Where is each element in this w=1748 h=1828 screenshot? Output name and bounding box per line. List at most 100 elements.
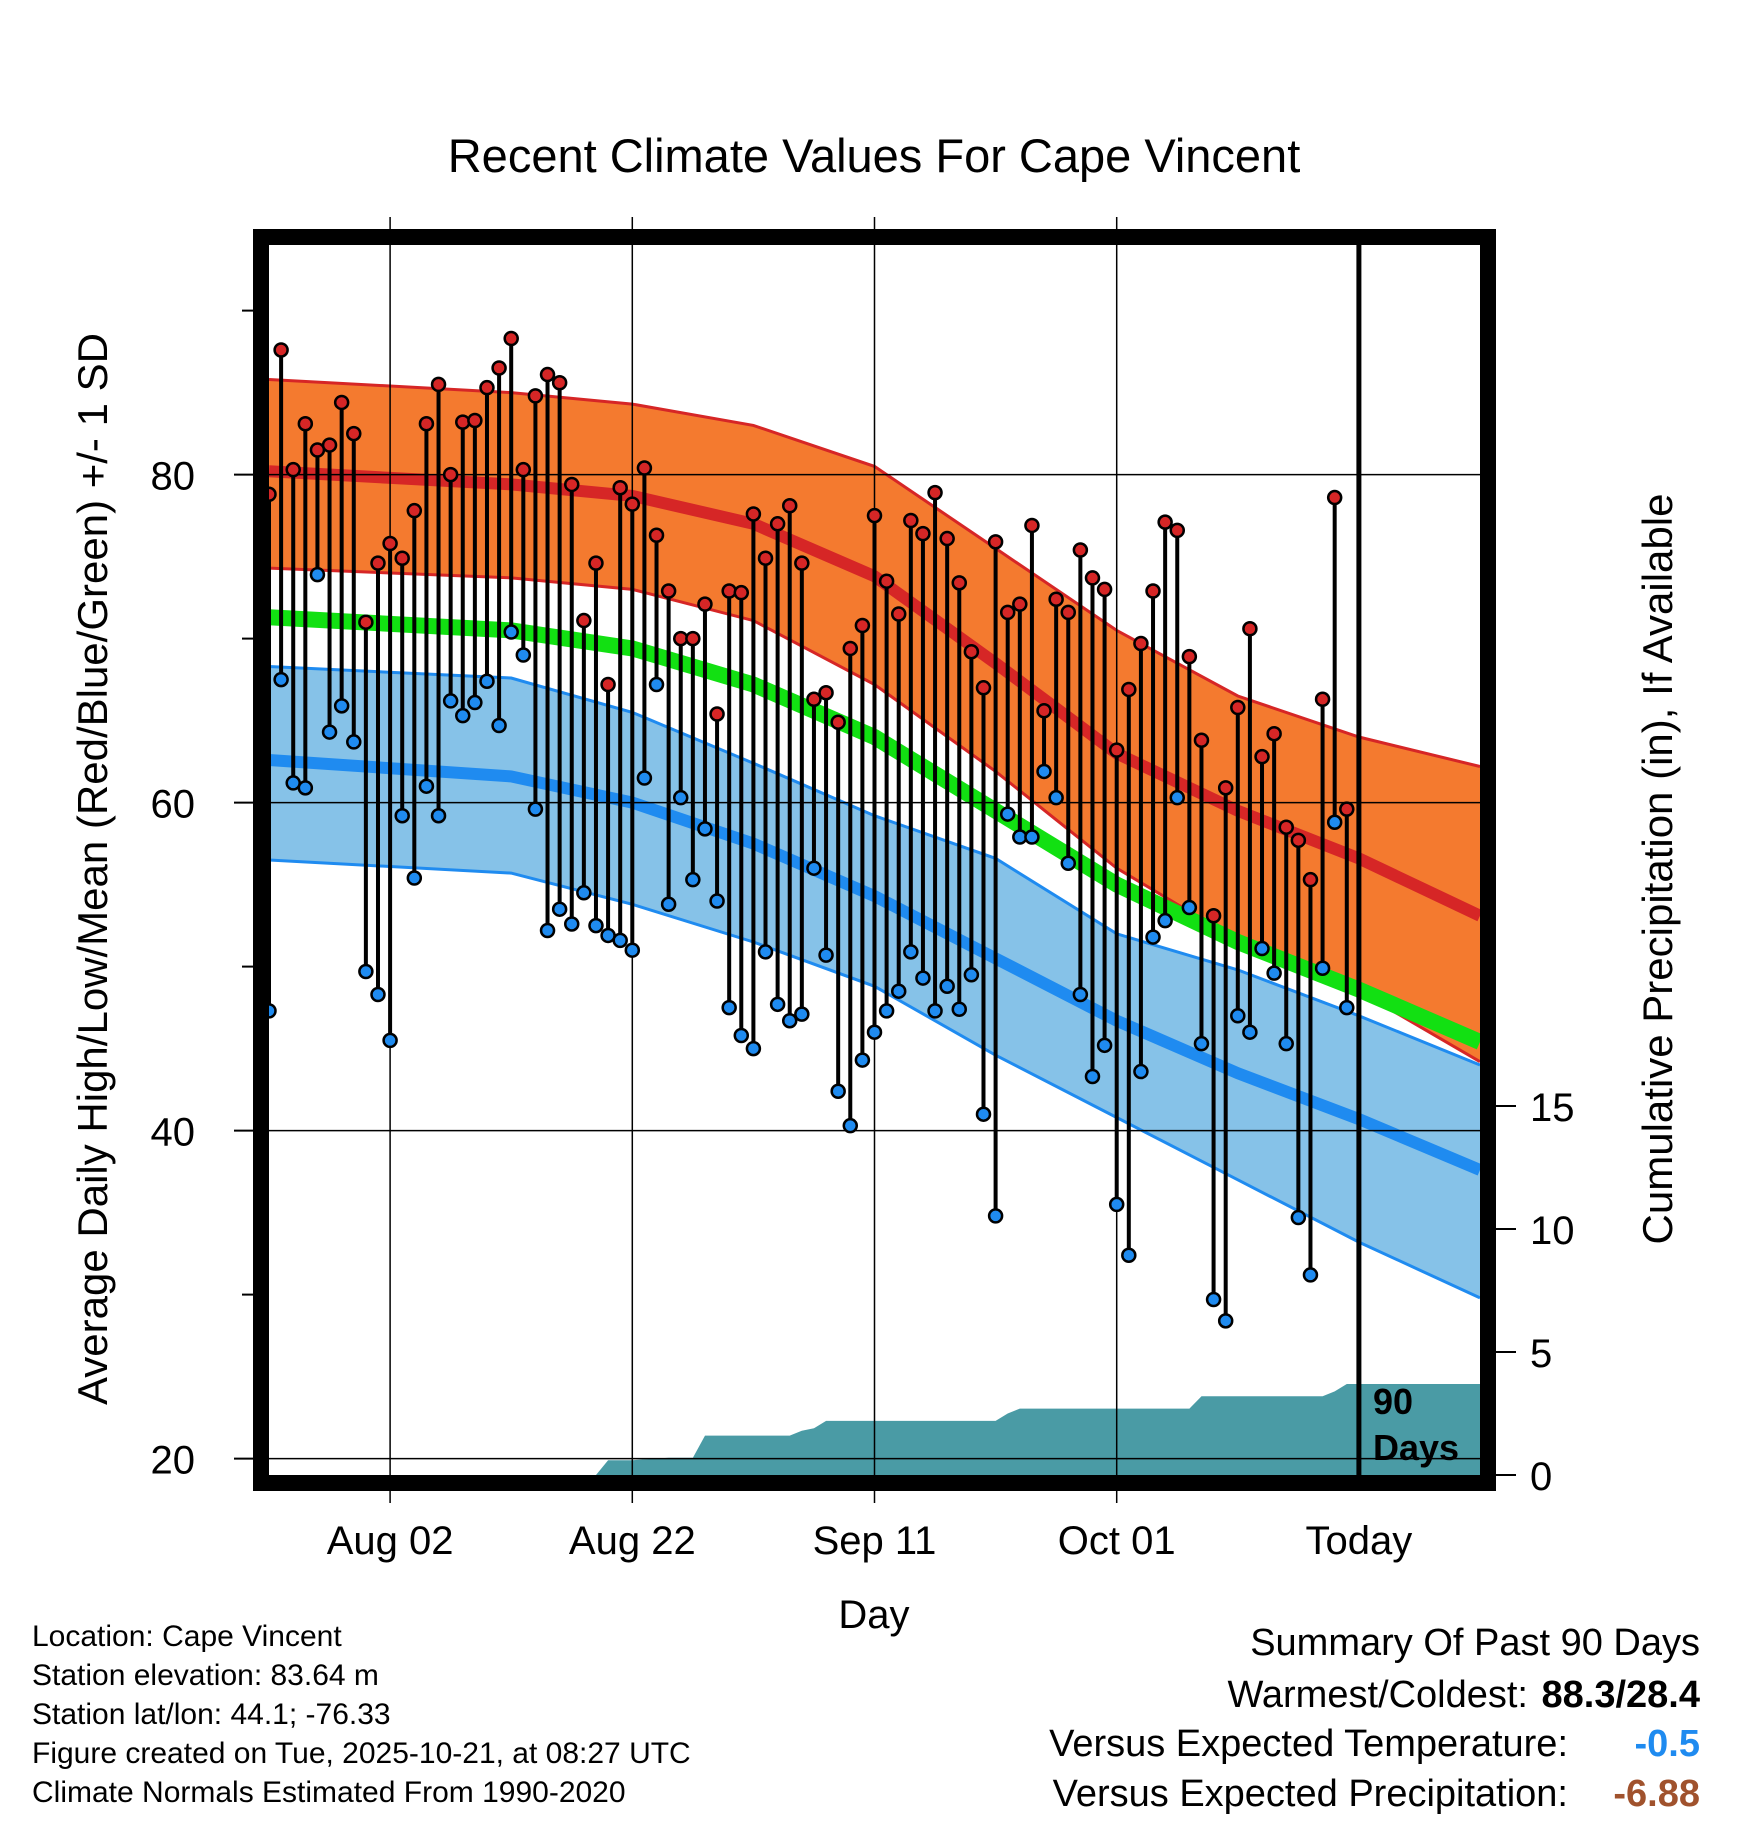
- daily-high-point: [394, 550, 410, 566]
- daily-low-point: [333, 698, 350, 714]
- daily-high-point: [358, 614, 374, 630]
- daily-high-point: [273, 342, 289, 358]
- daily-high-point: [1072, 542, 1089, 558]
- daily-low-point: [394, 807, 410, 824]
- daily-high-point: [1096, 581, 1113, 598]
- daily-high-point: [915, 525, 931, 542]
- daily-high-point: [285, 461, 301, 478]
- daily-high-point: [564, 476, 580, 493]
- daily-high-point: [1121, 681, 1137, 698]
- daily-low-point: [1242, 1024, 1258, 1040]
- daily-high-point: [709, 706, 725, 722]
- daily-high-point: [297, 416, 314, 432]
- daily-high-point: [794, 555, 810, 571]
- daily-low-point: [1205, 1291, 1222, 1308]
- daily-high-point: [612, 479, 628, 496]
- daily-low-point: [418, 778, 435, 794]
- daily-low-point: [636, 770, 653, 786]
- daily-high-point: [539, 366, 556, 383]
- y-tick-label: 40: [151, 1111, 196, 1155]
- daily-low-point: [721, 999, 737, 1016]
- daily-low-point: [1266, 965, 1282, 981]
- daily-high-point: [382, 535, 398, 552]
- daily-low-point: [1339, 999, 1355, 1016]
- daily-low-point: [515, 647, 532, 663]
- chart-title: Recent Climate Values For Cape Vincent: [448, 129, 1301, 182]
- daily-high-point: [1060, 604, 1077, 621]
- daily-high-point: [491, 360, 507, 376]
- window-label-number: 90: [1373, 1381, 1413, 1422]
- daily-high-point: [1036, 703, 1052, 719]
- daily-high-point: [370, 555, 386, 571]
- daily-low-point: [939, 978, 955, 995]
- daily-low-point: [1048, 789, 1064, 806]
- daily-high-point: [442, 466, 459, 483]
- daily-low-point: [1096, 1037, 1113, 1054]
- daily-high-point: [430, 376, 447, 393]
- daily-high-point: [1278, 819, 1294, 835]
- daily-high-point: [769, 516, 786, 532]
- x-axis-label: Day: [838, 1593, 909, 1637]
- daily-high-point: [939, 530, 955, 547]
- x-tick-label: Sep 11: [813, 1519, 937, 1563]
- summary-precip-label: Versus Expected Precipitation:: [1052, 1773, 1568, 1815]
- daily-low-point: [1193, 1035, 1210, 1052]
- daily-low-point: [1302, 1267, 1319, 1283]
- daily-low-point: [503, 624, 519, 640]
- daily-low-point: [648, 676, 665, 693]
- daily-high-point: [1024, 517, 1040, 534]
- daily-low-point: [915, 970, 931, 986]
- daily-high-point: [1217, 780, 1234, 796]
- daily-high-point: [551, 375, 568, 391]
- daily-high-point: [890, 606, 907, 622]
- daily-high-point: [878, 573, 895, 589]
- daily-high-point: [975, 680, 992, 696]
- daily-low-point: [1230, 1008, 1246, 1024]
- daily-low-point: [830, 1083, 846, 1099]
- plot-frame: [253, 229, 1496, 1491]
- daily-low-point: [491, 717, 507, 734]
- daily-low-point: [1084, 1068, 1101, 1085]
- daily-low-point: [624, 942, 641, 958]
- daily-low-point: [878, 1003, 895, 1019]
- daily-high-point: [503, 330, 519, 347]
- daily-high-point: [1266, 725, 1282, 742]
- daily-high-point: [527, 388, 544, 404]
- daily-high-point: [1290, 832, 1307, 849]
- x-tick-label: Oct 01: [1058, 1519, 1176, 1563]
- daily-low-point: [866, 1024, 883, 1040]
- daily-low-point: [1145, 929, 1161, 945]
- daily-low-point: [588, 917, 604, 934]
- daily-high-point: [1145, 583, 1161, 599]
- daily-low-point: [903, 944, 919, 960]
- daily-high-point: [697, 596, 713, 612]
- summary-warmest-coldest-value: 88.3/28.4: [1541, 1674, 1700, 1716]
- daily-low-point: [1326, 814, 1343, 831]
- daily-low-point: [842, 1117, 859, 1134]
- daily-high-point: [1193, 732, 1210, 749]
- daily-high-point: [733, 584, 750, 601]
- daily-high-point: [1314, 691, 1331, 708]
- daily-low-point: [757, 944, 774, 960]
- daily-high-point: [576, 612, 592, 629]
- daily-low-point: [1181, 899, 1198, 916]
- daily-low-point: [818, 947, 834, 963]
- daily-low-point: [430, 807, 447, 824]
- daily-low-point: [406, 870, 423, 886]
- daily-low-point: [794, 1006, 810, 1022]
- daily-low-point: [358, 963, 374, 980]
- y-tick-label: 60: [151, 783, 196, 827]
- daily-low-point: [1314, 960, 1331, 976]
- daily-low-point: [564, 916, 580, 932]
- daily-low-point: [927, 1003, 943, 1019]
- daily-high-point: [1169, 522, 1185, 539]
- daily-high-point: [1339, 801, 1355, 817]
- daily-high-point: [951, 575, 968, 591]
- x-tick-label: Aug 22: [569, 1519, 696, 1563]
- x-tick-label: Today: [1306, 1519, 1413, 1563]
- daily-high-point: [987, 534, 1004, 550]
- daily-high-point: [1302, 871, 1319, 888]
- summary-warmest-coldest-label: Warmest/Coldest:: [1227, 1674, 1528, 1716]
- daily-high-point: [1230, 699, 1246, 716]
- daily-high-point: [842, 640, 859, 657]
